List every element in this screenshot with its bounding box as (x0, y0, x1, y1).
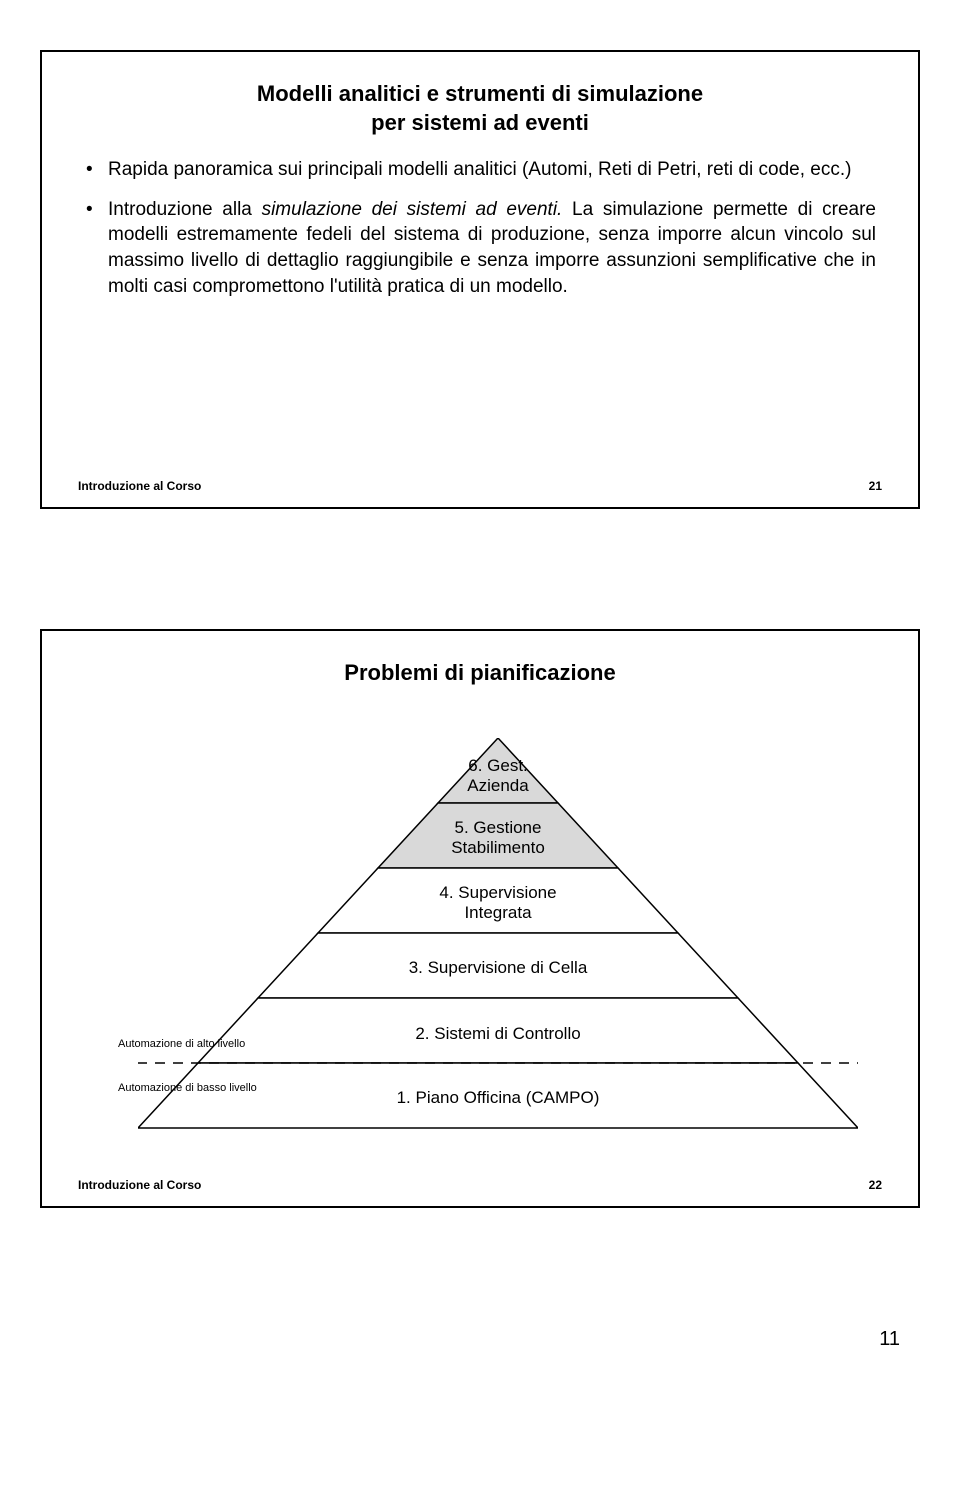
bullet-2: Introduzione alla simulazione dei sistem… (84, 197, 876, 300)
bullet1-text: Rapida panoramica sui principali modelli… (108, 159, 851, 180)
side-label-high: Automazione di alto livello (118, 1038, 245, 1050)
footer-right: 21 (869, 479, 882, 493)
l6-text: 6. Gest. Azienda (467, 756, 528, 795)
bullet-1: Rapida panoramica sui principali modelli… (84, 157, 876, 183)
slide2-title: Problemi di pianificazione (78, 659, 882, 688)
l5-text: 5. Gestione Stabilimento (451, 818, 545, 857)
level2-label: 2. Sistemi di Controllo (138, 1024, 858, 1044)
level3-label: 3. Supervisione di Cella (138, 958, 858, 978)
slide1-footer: Introduzione al Corso 21 (78, 479, 882, 493)
level5-label: 5. Gestione Stabilimento (138, 818, 858, 857)
slide1-title: Modelli analitici e strumenti di simulaz… (78, 80, 882, 137)
slide-1: Modelli analitici e strumenti di simulaz… (40, 50, 920, 509)
l4-text: 4. Supervisione Integrata (439, 883, 556, 922)
footer-right-2: 22 (869, 1178, 882, 1192)
title-line2: per sistemi ad eventi (371, 110, 589, 135)
bullet2-lead: Introduzione alla (108, 199, 262, 220)
title-line1: Modelli analitici e strumenti di simulaz… (257, 81, 703, 106)
slide1-bullets: Rapida panoramica sui principali modelli… (84, 157, 876, 299)
side-label-low: Automazione di basso livello (118, 1082, 257, 1094)
footer-left: Introduzione al Corso (78, 479, 201, 493)
pyramid: 6. Gest. Azienda 5. Gestione Stabiliment… (138, 738, 858, 1158)
bullet2-italic: simulazione dei sistemi ad eventi. (262, 199, 563, 220)
footer-left-2: Introduzione al Corso (78, 1178, 201, 1192)
level4-label: 4. Supervisione Integrata (138, 883, 858, 922)
slide2-footer: Introduzione al Corso 22 (78, 1178, 882, 1192)
slide-2: Problemi di pianificazione 6. Gest. Azie… (40, 629, 920, 1208)
level6-label: 6. Gest. Azienda (138, 756, 858, 795)
page-number: 11 (40, 1328, 920, 1351)
